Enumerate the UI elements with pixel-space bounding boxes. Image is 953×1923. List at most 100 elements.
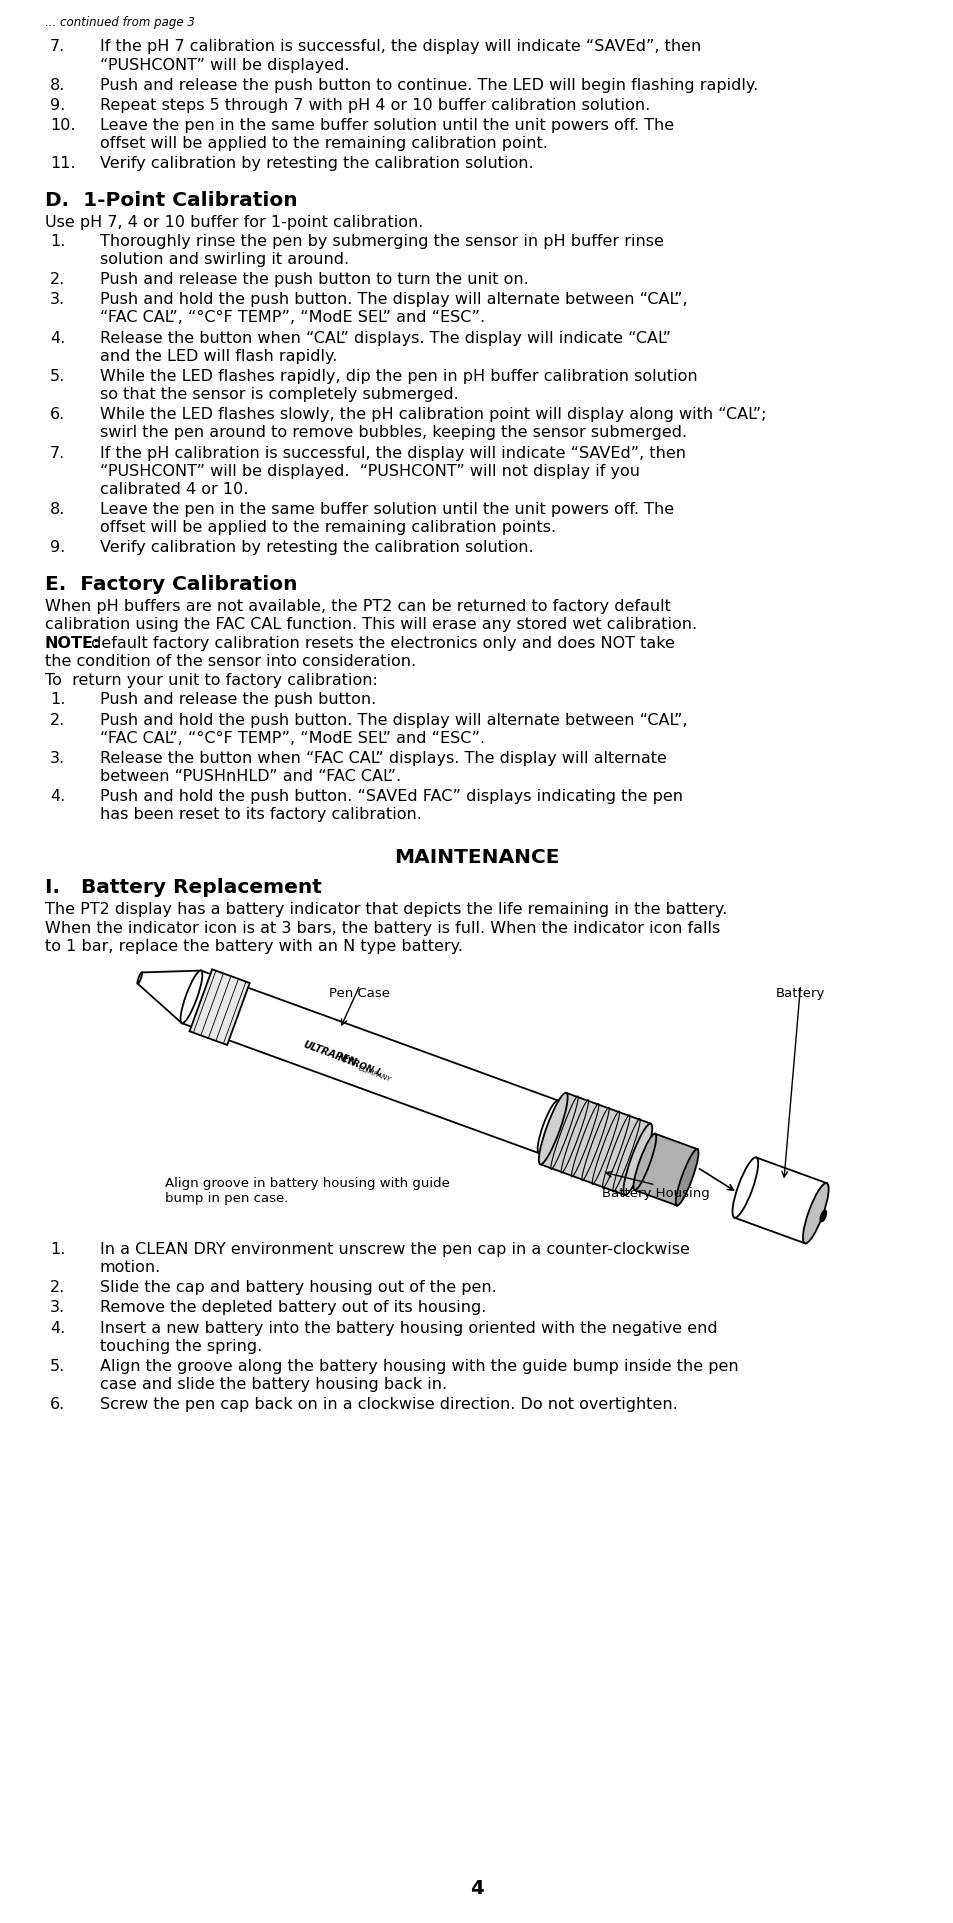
Polygon shape (539, 1092, 650, 1194)
Polygon shape (137, 971, 201, 1023)
Text: default factory calibration resets the electronics only and does NOT take: default factory calibration resets the e… (87, 637, 675, 650)
Text: Verify calibration by retesting the calibration solution.: Verify calibration by retesting the cali… (100, 156, 533, 171)
Text: the condition of the sensor into consideration.: the condition of the sensor into conside… (45, 654, 416, 669)
Text: 7.: 7. (50, 446, 65, 462)
Polygon shape (190, 969, 250, 1044)
Text: Push and release the push button.: Push and release the push button. (100, 692, 375, 708)
Ellipse shape (622, 1123, 652, 1194)
Text: I.   Battery Replacement: I. Battery Replacement (45, 879, 321, 898)
Text: 8.: 8. (50, 502, 66, 517)
Text: 5.: 5. (50, 369, 65, 385)
Text: calibration using the FAC CAL function. This will erase any stored wet calibrati: calibration using the FAC CAL function. … (45, 617, 697, 631)
Text: Remove the depleted battery out of its housing.: Remove the depleted battery out of its h… (100, 1300, 486, 1315)
Text: so that the sensor is completely submerged.: so that the sensor is completely submerg… (100, 387, 458, 402)
Text: swirl the pen around to remove bubbles, keeping the sensor submerged.: swirl the pen around to remove bubbles, … (100, 425, 686, 440)
Text: to 1 bar, replace the battery with an N type battery.: to 1 bar, replace the battery with an N … (45, 938, 462, 954)
Text: 5.: 5. (50, 1360, 65, 1373)
Text: Leave the pen in the same buffer solution until the unit powers off. The: Leave the pen in the same buffer solutio… (100, 502, 674, 517)
Text: 1.: 1. (50, 235, 66, 248)
Text: Slide the cap and battery housing out of the pen.: Slide the cap and battery housing out of… (100, 1281, 497, 1296)
Text: Leave the pen in the same buffer solution until the unit powers off. The: Leave the pen in the same buffer solutio… (100, 117, 674, 133)
Ellipse shape (802, 1183, 828, 1244)
Text: 4.: 4. (50, 331, 65, 346)
Text: 1.: 1. (50, 1242, 66, 1258)
Text: While the LED flashes rapidly, dip the pen in pH buffer calibration solution: While the LED flashes rapidly, dip the p… (100, 369, 697, 385)
Text: “FAC CAL”, “°C°F TEMP”, “ModE SEL” and “ESC”.: “FAC CAL”, “°C°F TEMP”, “ModE SEL” and “… (100, 731, 485, 746)
Text: 3.: 3. (50, 292, 65, 308)
Text: Push and release the push button to continue. The LED will begin flashing rapidl: Push and release the push button to cont… (100, 77, 758, 92)
Ellipse shape (633, 1135, 656, 1190)
Text: 9.: 9. (50, 98, 65, 113)
Text: “FAC CAL”, “°C°F TEMP”, “ModE SEL” and “ESC”.: “FAC CAL”, “°C°F TEMP”, “ModE SEL” and “… (100, 310, 485, 325)
Ellipse shape (180, 971, 202, 1023)
Text: Release the button when “FAC CAL” displays. The display will alternate: Release the button when “FAC CAL” displa… (100, 750, 666, 765)
Text: D.  1-Point Calibration: D. 1-Point Calibration (45, 190, 297, 210)
Text: Push and hold the push button. The display will alternate between “CAL”,: Push and hold the push button. The displ… (100, 713, 687, 727)
Ellipse shape (538, 1092, 567, 1163)
Text: 9.: 9. (50, 540, 65, 556)
Text: MAINTENANCE: MAINTENANCE (394, 848, 559, 867)
Text: Push and hold the push button. “SAVEd FAC” displays indicating the pen: Push and hold the push button. “SAVEd FA… (100, 788, 682, 804)
Text: and the LED will flash rapidly.: and the LED will flash rapidly. (100, 348, 337, 363)
Text: 3.: 3. (50, 1300, 65, 1315)
Text: Thoroughly rinse the pen by submerging the sensor in pH buffer rinse: Thoroughly rinse the pen by submerging t… (100, 235, 663, 248)
Text: touching the spring.: touching the spring. (100, 1338, 262, 1354)
Text: Push and release the push button to turn the unit on.: Push and release the push button to turn… (100, 271, 528, 287)
Text: 2.: 2. (50, 271, 65, 287)
Polygon shape (634, 1135, 697, 1206)
Text: solution and swirling it around.: solution and swirling it around. (100, 252, 349, 267)
Text: Battery Housing: Battery Housing (601, 1186, 709, 1200)
Text: If the pH 7 calibration is successful, the display will indicate “SAVEd”, then: If the pH 7 calibration is successful, t… (100, 40, 700, 54)
Text: 10.: 10. (50, 117, 75, 133)
Text: When the indicator icon is at 3 bars, the battery is full. When the indicator ic: When the indicator icon is at 3 bars, th… (45, 921, 720, 935)
Text: If the pH calibration is successful, the display will indicate “SAVEd”, then: If the pH calibration is successful, the… (100, 446, 685, 462)
Text: E.  Factory Calibration: E. Factory Calibration (45, 575, 297, 594)
Text: 4.: 4. (50, 1321, 65, 1336)
Text: Align the groove along the battery housing with the guide bump inside the pen: Align the groove along the battery housi… (100, 1360, 738, 1373)
Text: 11.: 11. (50, 156, 75, 171)
Text: bump in pen case.: bump in pen case. (165, 1192, 288, 1206)
Text: When pH buffers are not available, the PT2 can be returned to factory default: When pH buffers are not available, the P… (45, 598, 670, 613)
Ellipse shape (675, 1150, 698, 1206)
Text: offset will be applied to the remaining calibration point.: offset will be applied to the remaining … (100, 137, 547, 152)
Text: Release the button when “CAL” displays. The display will indicate “CAL”: Release the button when “CAL” displays. … (100, 331, 670, 346)
Text: NOTE:: NOTE: (45, 637, 100, 650)
Text: To  return your unit to factory calibration:: To return your unit to factory calibrati… (45, 673, 377, 688)
Polygon shape (734, 1158, 826, 1244)
Text: ... continued from page 3: ... continued from page 3 (45, 15, 194, 29)
Polygon shape (182, 971, 558, 1154)
Text: 4: 4 (470, 1879, 483, 1898)
Text: MYRON L: MYRON L (336, 1054, 383, 1079)
Text: 7.: 7. (50, 40, 65, 54)
Text: 1.: 1. (50, 692, 66, 708)
Text: The PT2 display has a battery indicator that depicts the life remaining in the b: The PT2 display has a battery indicator … (45, 902, 726, 917)
Text: 2.: 2. (50, 713, 65, 727)
Text: 4.: 4. (50, 788, 65, 804)
Text: Push and hold the push button. The display will alternate between “CAL”,: Push and hold the push button. The displ… (100, 292, 687, 308)
Text: between “PUSHnHLD” and “FAC CAL”.: between “PUSHnHLD” and “FAC CAL”. (100, 769, 400, 785)
Ellipse shape (732, 1158, 758, 1217)
Text: Align groove in battery housing with guide: Align groove in battery housing with gui… (165, 1177, 450, 1190)
Text: Pen Case: Pen Case (329, 986, 390, 1000)
Text: case and slide the battery housing back in.: case and slide the battery housing back … (100, 1377, 447, 1392)
Text: 3.: 3. (50, 750, 65, 765)
Text: 2.: 2. (50, 1281, 65, 1296)
Text: In a CLEAN DRY environment unscrew the pen cap in a counter-clockwise: In a CLEAN DRY environment unscrew the p… (100, 1242, 689, 1258)
Text: Battery: Battery (775, 986, 824, 1000)
Ellipse shape (537, 1100, 558, 1154)
Ellipse shape (820, 1210, 825, 1221)
Text: 6.: 6. (50, 408, 65, 423)
Text: Repeat steps 5 through 7 with pH 4 or 10 buffer calibration solution.: Repeat steps 5 through 7 with pH 4 or 10… (100, 98, 650, 113)
Text: Verify calibration by retesting the calibration solution.: Verify calibration by retesting the cali… (100, 540, 533, 556)
Text: motion.: motion. (100, 1260, 161, 1275)
Text: While the LED flashes slowly, the pH calibration point will display along with “: While the LED flashes slowly, the pH cal… (100, 408, 765, 423)
Text: calibrated 4 or 10.: calibrated 4 or 10. (100, 483, 248, 496)
Text: 6.: 6. (50, 1398, 65, 1411)
Text: Insert a new battery into the battery housing oriented with the negative end: Insert a new battery into the battery ho… (100, 1321, 717, 1336)
Text: “PUSHCONT” will be displayed.: “PUSHCONT” will be displayed. (100, 58, 349, 73)
Text: ULTRAPEN: ULTRAPEN (302, 1040, 357, 1067)
Ellipse shape (137, 973, 142, 985)
Text: 8.: 8. (50, 77, 66, 92)
Text: Screw the pen cap back on in a clockwise direction. Do not overtighten.: Screw the pen cap back on in a clockwise… (100, 1398, 677, 1411)
Text: has been reset to its factory calibration.: has been reset to its factory calibratio… (100, 808, 421, 823)
